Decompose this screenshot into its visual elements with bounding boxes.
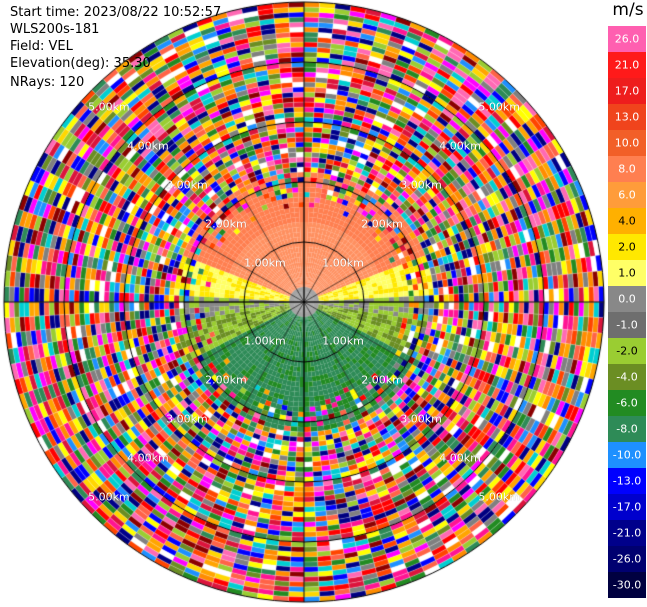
range-ring-label: 2.00km bbox=[205, 217, 247, 231]
colorbar-swatch bbox=[608, 416, 646, 442]
colorbar-swatch bbox=[608, 572, 646, 598]
range-ring-label: 4.00km bbox=[127, 451, 169, 465]
colorbar-swatch bbox=[608, 546, 646, 572]
colorbar-swatch bbox=[608, 338, 646, 364]
colorbar-swatch bbox=[608, 390, 646, 416]
range-ring-label: 1.00km bbox=[244, 334, 286, 348]
start-time-text: Start time: 2023/08/22 10:52:57 bbox=[10, 5, 222, 20]
range-ring-label: 1.00km bbox=[322, 334, 364, 348]
colorbar-swatch bbox=[608, 208, 646, 234]
colorbar-swatch bbox=[608, 364, 646, 390]
range-ring-label: 5.00km bbox=[88, 490, 130, 504]
range-ring-label: 4.00km bbox=[127, 139, 169, 153]
colorbar-swatch bbox=[608, 156, 646, 182]
colorbar-tick-label: -6.0 bbox=[616, 396, 638, 410]
range-ring-label: 5.00km bbox=[478, 100, 520, 114]
colorbar-swatch bbox=[608, 234, 646, 260]
field-text: Field: VEL bbox=[10, 39, 73, 54]
colorbar-tick-label: 10.0 bbox=[614, 136, 640, 150]
range-ring-label: 2.00km bbox=[205, 373, 247, 387]
colorbar-swatch bbox=[608, 130, 646, 156]
colorbar-tick-label: -8.0 bbox=[616, 422, 638, 436]
colorbar-tick-label: 6.0 bbox=[618, 188, 636, 202]
colorbar-tick-label: -26.0 bbox=[612, 552, 642, 566]
colorbar-swatch bbox=[608, 312, 646, 338]
colorbar-swatch bbox=[608, 260, 646, 286]
colorbar-tick-label: 8.0 bbox=[618, 162, 636, 176]
colorbar-swatch bbox=[608, 286, 646, 312]
colorbar-unit-label: m/s bbox=[612, 0, 644, 20]
colorbar-swatch bbox=[608, 442, 646, 468]
scan-info-panel: Start time: 2023/08/22 10:52:57 WLS200s-… bbox=[10, 4, 221, 91]
colorbar-swatch bbox=[608, 494, 646, 520]
range-ring-label: 1.00km bbox=[244, 256, 286, 270]
colorbar-tick-label: -21.0 bbox=[612, 526, 642, 540]
nrays-text: NRays: 120 bbox=[10, 75, 85, 90]
colorbar-tick-label: -2.0 bbox=[616, 344, 638, 358]
range-ring-label: 3.00km bbox=[400, 178, 442, 192]
range-ring-label: 3.00km bbox=[166, 412, 208, 426]
colorbar-tick-label: -30.0 bbox=[612, 578, 642, 592]
colorbar-tick-label: 2.0 bbox=[618, 240, 636, 254]
colorbar-swatch bbox=[608, 78, 646, 104]
range-ring-label: 1.00km bbox=[322, 256, 364, 270]
colorbar-tick-label: -10.0 bbox=[612, 448, 642, 462]
colorbar-swatch bbox=[608, 182, 646, 208]
range-ring-label: 3.00km bbox=[400, 412, 442, 426]
range-ring-label: 2.00km bbox=[361, 217, 403, 231]
colorbar-tick-label: -17.0 bbox=[612, 500, 642, 514]
colorbar-tick-label: 13.0 bbox=[614, 110, 640, 124]
range-ring-label: 4.00km bbox=[439, 139, 481, 153]
colorbar-swatch bbox=[608, 26, 646, 52]
velocity-colorbar: 26.0 21.0 17.0 13.0 10.0 8.0 6.0 4.0 2.0 1.0 0.0 -1… bbox=[608, 26, 646, 598]
colorbar-swatch bbox=[608, 52, 646, 78]
range-ring-label: 5.00km bbox=[478, 490, 520, 504]
range-ring-label: 2.00km bbox=[361, 373, 403, 387]
colorbar-tick-label: -4.0 bbox=[616, 370, 638, 384]
range-ring-label: 5.00km bbox=[88, 100, 130, 114]
colorbar-swatch bbox=[608, 104, 646, 130]
colorbar-tick-label: 21.0 bbox=[614, 58, 640, 72]
elevation-text: Elevation(deg): 35.30 bbox=[10, 56, 151, 71]
colorbar-tick-label: 26.0 bbox=[614, 32, 640, 46]
colorbar-tick-label: 0.0 bbox=[618, 292, 636, 306]
colorbar-tick-label: 4.0 bbox=[618, 214, 636, 228]
range-ring-label: 4.00km bbox=[439, 451, 481, 465]
range-ring-label: 3.00km bbox=[166, 178, 208, 192]
instrument-name-text: WLS200s-181 bbox=[10, 22, 100, 37]
colorbar-tick-label: -1.0 bbox=[616, 318, 638, 332]
colorbar-tick-label: 17.0 bbox=[614, 84, 640, 98]
colorbar-tick-label: 1.0 bbox=[618, 266, 636, 280]
colorbar-swatch bbox=[608, 468, 646, 494]
colorbar-tick-label: -13.0 bbox=[612, 474, 642, 488]
colorbar-swatch bbox=[608, 520, 646, 546]
